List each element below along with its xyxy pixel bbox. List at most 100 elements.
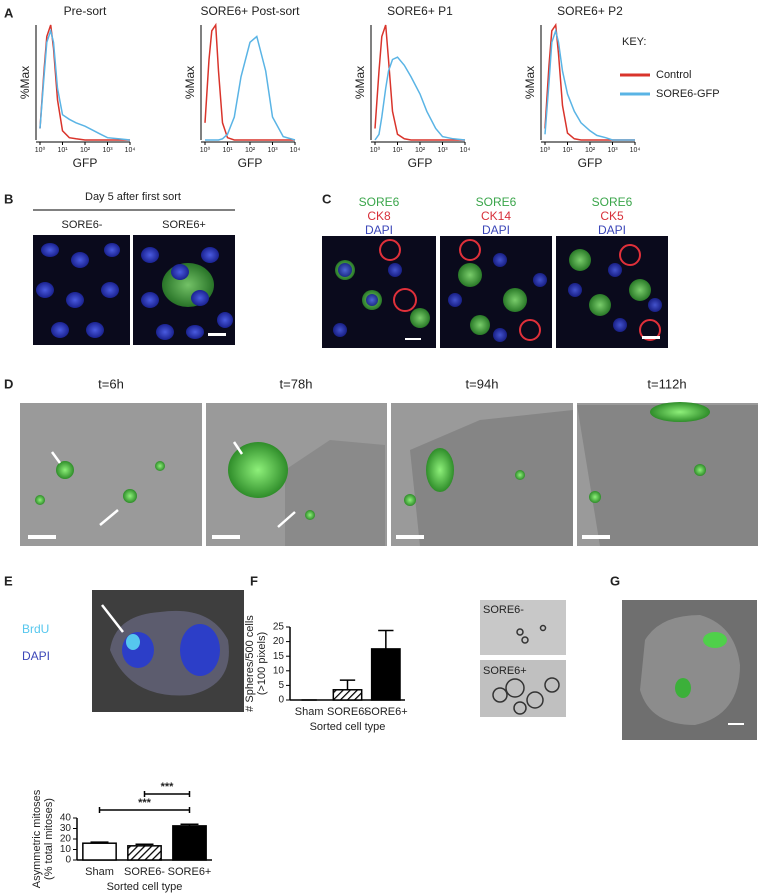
stain-label: DAPI [365,223,393,237]
panel-header: Day 5 after first sort [85,191,181,203]
panel-label: C [322,191,332,206]
image-label: SORE6+ [483,665,527,677]
chart-title: SORE6+ P2 [557,4,623,18]
panel-label: D [4,376,13,391]
significance-label: *** [138,797,152,809]
x-tick-label: SORE6- [124,866,165,878]
column-label: SORE6+ [162,219,206,231]
x-axis-label: GFP [73,156,98,170]
x-tick-label: 10² [585,147,596,154]
x-tick-label: 10² [245,147,256,154]
bar [127,845,162,861]
x-axis-label: GFP [578,156,603,170]
x-tick-label: 10³ [437,147,448,154]
stain-label: SORE6 [592,195,633,209]
panel-label: G [610,573,620,588]
panel-label: F [250,573,258,588]
bar [370,648,401,701]
x-tick-label: Sham [295,706,324,718]
y-axis-label: # Spheres/500 cells [244,615,256,712]
image-label: SORE6- [483,604,524,616]
x-axis-label: GFP [238,156,263,170]
micrograph [480,600,566,717]
x-axis-label: GFP [408,156,433,170]
y-axis-label: Asymmetric mitoses [31,789,43,888]
timepoint-label: t=112h [647,376,686,391]
x-tick-label: 10⁴ [460,147,471,154]
series-line [544,28,635,141]
y-tick-label: 10 [60,844,72,855]
column-label: SORE6- [62,219,103,231]
x-tick-label: 10³ [267,147,278,154]
image-label: DAPI [22,649,50,663]
micrograph [322,236,668,348]
x-tick-label: 10³ [607,147,618,154]
series-line [374,24,465,141]
micrograph [92,590,244,712]
timepoint-label: t=94h [466,376,499,391]
x-tick-label: SORE6- [327,706,368,718]
y-tick-label: 15 [273,651,285,662]
series-line [204,22,295,141]
panel-label: B [4,191,13,206]
x-tick-label: Sham [85,866,114,878]
timepoint-label: t=78h [280,376,313,391]
stain-label: CK8 [367,209,391,223]
y-axis-label: %Max [18,66,32,99]
micrograph [33,235,235,345]
series-line [39,28,131,141]
x-tick-label: 10⁰ [200,146,211,154]
y-tick-label: 40 [60,813,72,824]
legend-label: SORE6-GFP [656,88,720,100]
x-tick-label: 10¹ [222,147,233,154]
x-tick-label: 10⁰ [370,146,381,154]
x-tick-label: 10¹ [57,147,68,154]
bar [82,842,117,861]
bar [332,689,363,701]
stain-label: SORE6 [476,195,517,209]
micrograph [622,600,757,740]
y-tick-label: 20 [273,636,285,647]
x-tick-label: 10⁰ [540,146,551,154]
series-line [205,35,296,141]
stain-label: DAPI [482,223,510,237]
series-line [39,24,130,141]
x-tick-label: 10¹ [392,147,403,154]
stain-label: CK14 [481,209,511,223]
stain-label: SORE6 [359,195,400,209]
x-axis-label: Sorted cell type [310,721,386,733]
x-tick-label: 10² [415,147,426,154]
x-tick-label: SORE6+ [168,866,212,878]
x-tick-label: 10² [80,147,91,154]
key-title: KEY: [622,36,646,48]
image-label: BrdU [22,622,49,636]
y-tick-label: 25 [273,622,285,633]
x-tick-label: 10¹ [562,147,573,154]
y-tick-label: 10 [273,665,285,676]
x-axis-label: Sorted cell type [107,881,183,893]
y-axis-label: %Max [183,66,197,99]
y-tick-label: 30 [60,823,72,834]
micrograph [20,402,758,546]
y-tick-label: 5 [278,680,284,691]
x-tick-label: 10⁴ [290,147,301,154]
x-tick-label: SORE6+ [364,706,408,718]
x-tick-label: 10⁴ [630,147,641,154]
y-axis-label: %Max [353,66,367,99]
y-axis-label: (% total mitoses) [43,798,55,880]
stain-label: DAPI [598,223,626,237]
bar [172,825,207,861]
chart-title: Pre-sort [64,4,107,18]
x-tick-label: 10⁴ [125,147,136,154]
y-tick-label: 0 [65,855,71,866]
y-axis-label: %Max [523,66,537,99]
timepoint-label: t=6h [98,376,124,391]
legend-label: Control [656,69,691,81]
x-tick-label: 10³ [102,147,113,154]
chart-title: SORE6+ P1 [387,4,453,18]
y-tick-label: 20 [60,834,72,845]
panel-label: E [4,573,13,588]
stain-label: CK5 [600,209,624,223]
y-tick-label: 0 [278,695,284,706]
